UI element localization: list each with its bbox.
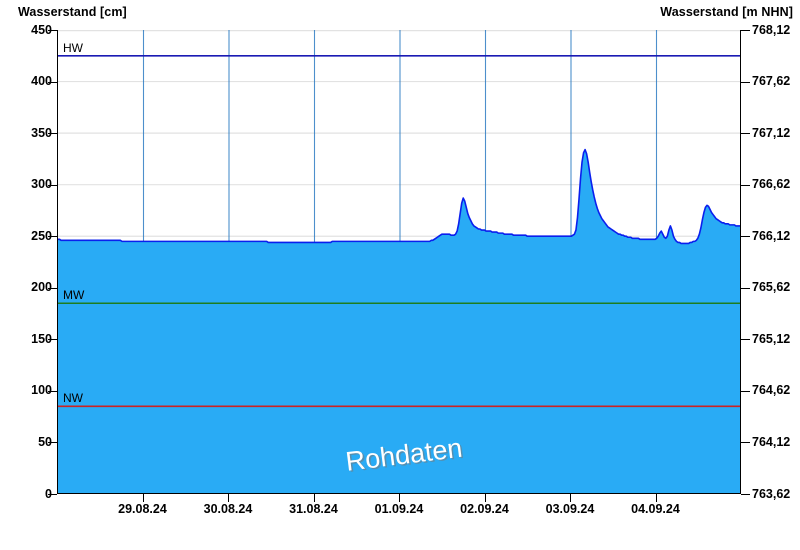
ytick-label-right: 764,12 (752, 434, 791, 449)
xtick-label: 04.09.24 (631, 502, 680, 516)
ytick-label-right: 765,62 (752, 280, 791, 295)
ytick-label-left: 200 (31, 280, 52, 295)
reference-label-hw: HW (63, 40, 83, 55)
ytick-mark-left (48, 339, 57, 341)
ytick-mark-right (741, 30, 750, 31)
ytick-mark-left (48, 390, 57, 392)
ytick-label-right: 766,12 (752, 228, 791, 243)
xtick-mark (142, 494, 144, 502)
ytick-mark-right (741, 390, 750, 392)
ytick-label-left: 400 (31, 74, 52, 89)
water-level-line (58, 148, 740, 245)
ytick-mark-right (741, 494, 750, 495)
ytick-mark-left (48, 184, 57, 186)
ytick-label-left: 50 (38, 434, 52, 449)
plot-svg (58, 30, 740, 493)
xtick-mark (399, 494, 400, 502)
ytick-label-left: 250 (31, 228, 52, 243)
ytick-mark-left (48, 494, 57, 495)
ytick-mark-right (741, 339, 750, 341)
xtick-mark (655, 494, 657, 502)
ytick-label-right: 768,12 (752, 22, 791, 37)
ytick-label-right: 767,62 (752, 74, 791, 89)
plot-area (57, 30, 741, 494)
ytick-mark-left (48, 236, 57, 238)
ytick-label-left: 0 (45, 486, 52, 501)
xtick-mark (313, 494, 315, 502)
ytick-mark-left (48, 133, 57, 135)
xtick-mark (228, 494, 229, 502)
ytick-mark-left (48, 287, 57, 289)
ytick-mark-right (741, 81, 750, 83)
ytick-label-right: 767,12 (752, 125, 791, 140)
ytick-mark-right (741, 287, 750, 289)
xtick-mark (570, 494, 571, 502)
xtick-label: 02.09.24 (460, 502, 509, 516)
ytick-mark-right (741, 133, 750, 135)
left-axis-title: Wasserstand [cm] (18, 5, 127, 19)
right-axis-title: Wasserstand [m NHN] (660, 5, 793, 19)
xtick-label: 31.08.24 (289, 502, 338, 516)
ytick-label-right: 765,12 (752, 331, 791, 346)
xtick-label: 29.08.24 (118, 502, 167, 516)
reference-lines (58, 54, 740, 408)
xtick-label: 30.08.24 (203, 502, 253, 516)
ytick-label-left: 100 (31, 383, 52, 398)
ytick-mark-left (48, 30, 57, 31)
reference-label-nw: NW (63, 391, 83, 406)
ytick-mark-right (741, 442, 750, 444)
xtick-label: 01.09.24 (374, 502, 424, 516)
ytick-label-right: 763,62 (752, 486, 791, 501)
ytick-label-left: 300 (31, 177, 52, 192)
ytick-label-left: 150 (31, 331, 52, 346)
ytick-label-right: 766,62 (752, 177, 791, 192)
reference-label-mw: MW (63, 288, 85, 303)
ytick-mark-left (48, 442, 57, 444)
ytick-mark-left (48, 81, 57, 83)
ytick-label-right: 764,62 (752, 383, 791, 398)
ytick-mark-right (741, 184, 750, 186)
xtick-mark (484, 494, 486, 502)
ytick-mark-right (741, 236, 750, 238)
ytick-label-left: 350 (31, 125, 52, 140)
xtick-label: 03.09.24 (545, 502, 595, 516)
ytick-label-left: 450 (31, 22, 52, 37)
